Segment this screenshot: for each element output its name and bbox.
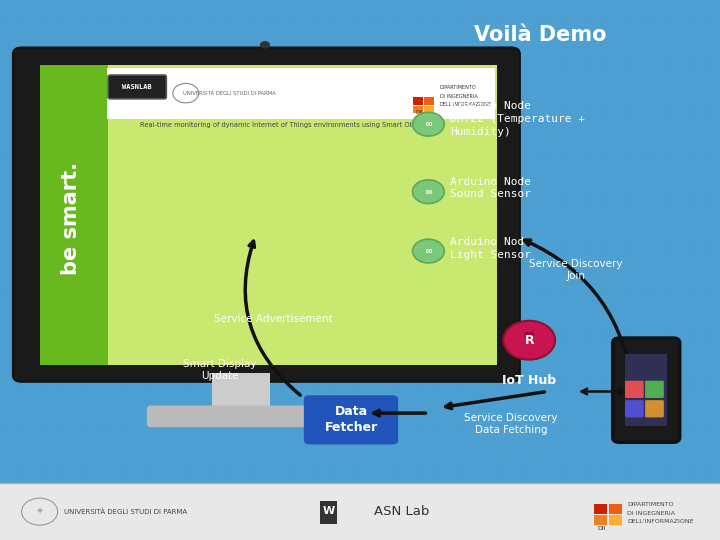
FancyBboxPatch shape xyxy=(625,381,644,398)
Circle shape xyxy=(413,112,444,136)
FancyBboxPatch shape xyxy=(13,48,520,382)
FancyBboxPatch shape xyxy=(413,106,423,113)
Text: be smart.: be smart. xyxy=(60,162,81,275)
Text: ∞: ∞ xyxy=(424,187,433,197)
FancyBboxPatch shape xyxy=(613,338,680,442)
Circle shape xyxy=(413,239,444,263)
FancyBboxPatch shape xyxy=(424,106,434,113)
FancyBboxPatch shape xyxy=(40,65,497,365)
FancyBboxPatch shape xyxy=(609,515,622,525)
FancyBboxPatch shape xyxy=(424,97,434,105)
FancyBboxPatch shape xyxy=(107,68,495,119)
Text: W: W xyxy=(322,506,335,516)
Text: ✦: ✦ xyxy=(35,507,44,517)
Text: R: R xyxy=(524,334,534,347)
FancyBboxPatch shape xyxy=(413,97,423,105)
Text: Service Discovery
Join: Service Discovery Join xyxy=(529,259,623,281)
Text: DIPARTIMENTO: DIPARTIMENTO xyxy=(627,502,674,507)
Text: DII: DII xyxy=(415,110,423,115)
Text: WASNLAB: WASNLAB xyxy=(122,84,152,90)
Text: DII: DII xyxy=(598,526,606,531)
FancyBboxPatch shape xyxy=(625,400,644,417)
FancyBboxPatch shape xyxy=(625,354,667,426)
Text: Arduino Node
DHT22 (Temperature +
Humidity): Arduino Node DHT22 (Temperature + Humidi… xyxy=(450,101,585,137)
FancyBboxPatch shape xyxy=(594,504,607,514)
Text: ♥: ♥ xyxy=(523,330,536,345)
Text: DI INGEGNERIA: DI INGEGNERIA xyxy=(627,511,675,516)
Text: ASN Lab: ASN Lab xyxy=(374,505,430,518)
FancyBboxPatch shape xyxy=(645,400,664,417)
Circle shape xyxy=(503,321,555,360)
Circle shape xyxy=(260,41,270,49)
Text: Real-time monitoring of dynamic Internet of Things environments using Smart Obje: Real-time monitoring of dynamic Internet… xyxy=(140,122,429,128)
Text: ∞: ∞ xyxy=(424,119,433,129)
Text: Service Advertisement: Service Advertisement xyxy=(215,314,333,323)
Circle shape xyxy=(413,180,444,204)
FancyBboxPatch shape xyxy=(108,75,166,99)
Text: IoT Hub: IoT Hub xyxy=(502,374,557,387)
Text: ∞: ∞ xyxy=(424,246,433,256)
Text: Smart Display
Update: Smart Display Update xyxy=(183,359,256,381)
FancyBboxPatch shape xyxy=(212,373,270,413)
FancyBboxPatch shape xyxy=(594,515,607,525)
Text: Data
Fetcher: Data Fetcher xyxy=(325,406,377,434)
FancyBboxPatch shape xyxy=(304,395,398,444)
Text: UNIVERSITÀ DEGLI STUDI DI PARMA: UNIVERSITÀ DEGLI STUDI DI PARMA xyxy=(183,91,275,96)
FancyBboxPatch shape xyxy=(609,504,622,514)
FancyBboxPatch shape xyxy=(147,406,336,427)
FancyBboxPatch shape xyxy=(320,501,337,524)
Text: DELL'INFORMAZIONE: DELL'INFORMAZIONE xyxy=(440,102,492,107)
FancyBboxPatch shape xyxy=(0,483,720,540)
Text: DIPARTIMENTO: DIPARTIMENTO xyxy=(440,85,477,90)
Text: Arduino Node
Sound Sensor: Arduino Node Sound Sensor xyxy=(450,177,531,199)
Text: Service Discovery
Data Fetching: Service Discovery Data Fetching xyxy=(464,413,558,435)
Text: UNIVERSITÀ DEGLI STUDI DI PARMA: UNIVERSITÀ DEGLI STUDI DI PARMA xyxy=(64,508,188,515)
FancyBboxPatch shape xyxy=(40,65,108,365)
Text: Arduino Node
Light Sensor: Arduino Node Light Sensor xyxy=(450,237,531,260)
Text: DI INGEGNERIA: DI INGEGNERIA xyxy=(440,93,477,99)
FancyBboxPatch shape xyxy=(645,381,664,398)
Text: Voilà Demo: Voilà Demo xyxy=(474,25,606,45)
Text: DELL'INFORMAZIONE: DELL'INFORMAZIONE xyxy=(627,519,693,524)
